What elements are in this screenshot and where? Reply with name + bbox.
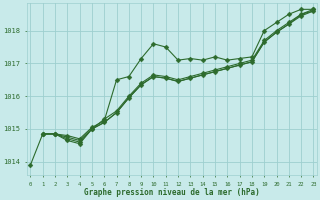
X-axis label: Graphe pression niveau de la mer (hPa): Graphe pression niveau de la mer (hPa) [84,188,260,197]
